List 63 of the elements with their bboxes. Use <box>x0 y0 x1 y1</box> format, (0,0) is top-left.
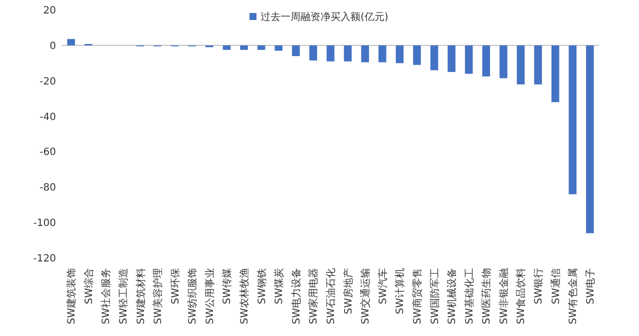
y-tick-label: -80 <box>40 182 56 194</box>
bar <box>378 45 386 62</box>
x-tick-label: SW电子 <box>584 268 596 304</box>
x-tick-label: SW交通运输 <box>360 268 372 324</box>
bar <box>240 45 248 50</box>
x-tick-label: SW非银金融 <box>498 268 510 324</box>
bar <box>67 39 75 46</box>
bar <box>292 45 300 56</box>
x-tick-label: SW石油石化 <box>325 268 337 324</box>
bar <box>464 45 473 74</box>
x-tick-label: SW机械设备 <box>446 268 458 324</box>
x-tick-label: SW农林牧渔 <box>238 268 251 324</box>
x-tick-label: SW食品饮料 <box>515 268 528 324</box>
bar <box>500 45 508 78</box>
bar <box>568 45 577 194</box>
bar <box>326 45 334 62</box>
bar <box>309 45 318 60</box>
bar <box>534 45 542 84</box>
x-tick-label: SW汽车 <box>376 268 389 304</box>
x-tick-label: SW煤炭 <box>273 268 286 304</box>
bar <box>222 45 231 50</box>
bar <box>482 45 490 76</box>
x-tick-label: SW房地产 <box>342 268 354 314</box>
x-tick-label: SW国防军工 <box>428 268 441 324</box>
y-tick-label: -120 <box>33 254 56 264</box>
x-tick-label: SW钢铁 <box>256 268 268 304</box>
x-tick-label: SW公用事业 <box>204 268 216 324</box>
y-tick-label: 0 <box>50 40 56 52</box>
x-tick-label: SW建筑材料 <box>134 268 147 324</box>
x-tick-label: SW医药生物 <box>480 268 493 324</box>
x-tick-label: SW轻工制造 <box>117 268 130 324</box>
x-tick-label: SW家用电器 <box>308 268 320 324</box>
y-tick-label: -20 <box>40 76 56 88</box>
x-tick-label: SW通信 <box>550 268 562 304</box>
bar <box>430 45 438 70</box>
x-tick-label: SW建筑装饰 <box>66 268 78 324</box>
bar <box>274 45 283 51</box>
x-tick-label: SW社会服务 <box>100 268 112 324</box>
x-tick-label: SW银行 <box>534 268 545 304</box>
x-tick-label: SW传媒 <box>222 268 234 304</box>
bar <box>413 45 421 65</box>
bar <box>396 45 404 64</box>
legend-label: 过去一周融资净买入额(亿元) <box>260 11 388 23</box>
bar <box>257 45 266 50</box>
y-tick-label: 20 <box>43 6 56 16</box>
bar <box>448 45 456 72</box>
x-tick-label: SW基础化工 <box>463 268 476 324</box>
x-tick-label: SW综合 <box>82 268 95 304</box>
y-tick-label: -100 <box>33 218 56 230</box>
bar <box>551 45 560 102</box>
x-tick-label: SW环保 <box>170 268 182 304</box>
y-tick-label: -40 <box>40 112 56 123</box>
bar <box>586 45 594 234</box>
bar <box>344 45 352 62</box>
bar <box>516 45 525 84</box>
x-tick-label: SW商贸零售 <box>411 268 424 324</box>
x-tick-label: SW纺织服饰 <box>186 268 199 324</box>
x-tick-label: SW有色金属 <box>567 268 580 324</box>
x-tick-label: SW美容护理 <box>152 268 164 324</box>
y-tick-label: -60 <box>40 147 56 158</box>
x-tick-label: SW电力设备 <box>290 268 302 324</box>
x-tick-label: SW计算机 <box>394 268 406 314</box>
bar <box>361 45 369 62</box>
